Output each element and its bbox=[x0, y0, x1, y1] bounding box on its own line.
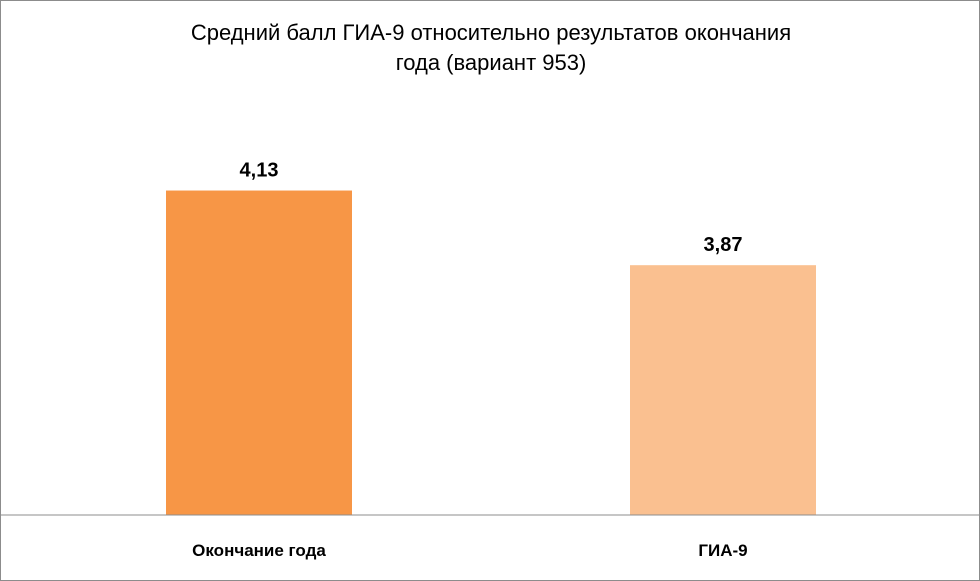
bar-1 bbox=[166, 190, 352, 515]
data-label-2: 3,87 bbox=[704, 234, 743, 256]
chart-title: Средний балл ГИА-9 относительно результа… bbox=[190, 20, 792, 75]
data-label-1: 4,13 bbox=[240, 160, 279, 182]
bar-2 bbox=[630, 265, 816, 515]
labels-group: 4,13 Окончание года 3,87 ГИА-9 bbox=[192, 160, 747, 560]
bars-group bbox=[166, 190, 816, 515]
category-label-1: Окончание года bbox=[192, 541, 326, 560]
category-label-2: ГИА-9 bbox=[698, 541, 747, 560]
